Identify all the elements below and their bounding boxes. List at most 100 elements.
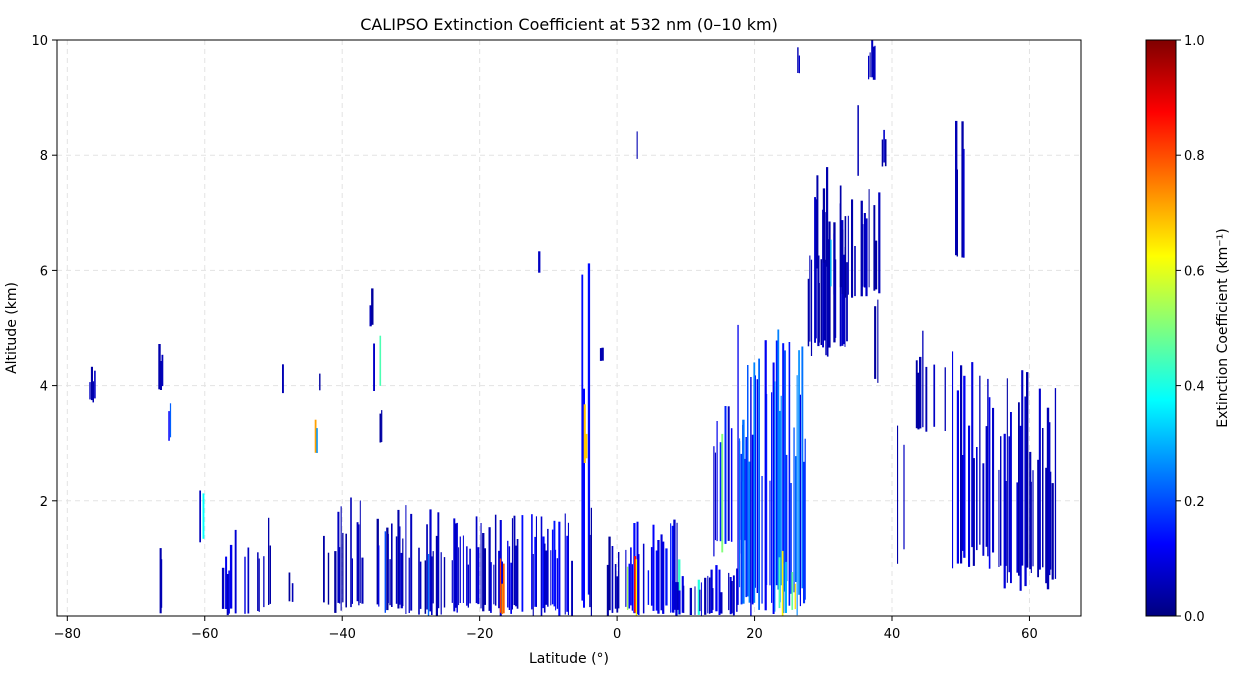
aerosol-cloud-feature	[319, 373, 321, 391]
extinction-profile	[159, 361, 162, 390]
extinction-profile	[543, 543, 546, 613]
extinction-profile	[979, 375, 981, 545]
extinction-profile	[764, 340, 767, 611]
extinction-profile	[807, 278, 810, 347]
extinction-profile	[795, 456, 797, 582]
extinction-profile	[1026, 372, 1029, 568]
extinction-profile	[788, 342, 791, 606]
extinction-profile	[498, 550, 500, 609]
extinction-profile	[263, 556, 265, 608]
aerosol-cloud-feature	[816, 167, 829, 269]
extinction-profile	[628, 563, 631, 609]
extinction-profile	[488, 527, 491, 611]
extinction-profile	[437, 512, 440, 609]
extinction-profile	[226, 574, 229, 616]
extinction-profile	[244, 556, 246, 614]
aerosol-cloud-feature	[373, 335, 382, 391]
extinction-profile	[952, 351, 954, 569]
extinction-profile	[874, 45, 876, 80]
extinction-profile	[699, 589, 701, 612]
extinction-profile	[778, 557, 781, 609]
extinction-data	[89, 40, 1057, 616]
extinction-profile	[724, 406, 727, 544]
extinction-profile	[571, 560, 573, 616]
x-tick-label: −80	[54, 627, 81, 642]
extinction-profile	[631, 564, 633, 611]
extinction-profile	[89, 382, 91, 400]
extinction-profile	[804, 438, 806, 600]
extinction-profile	[1021, 370, 1024, 566]
aerosol-cloud-feature	[89, 366, 96, 403]
x-axis-ticks: −80 −60 −40 −20 0 20 40 60	[54, 616, 1038, 642]
extinction-profile	[728, 572, 730, 611]
extinction-profile	[606, 564, 609, 616]
extinction-profile	[862, 224, 864, 287]
extinction-profile	[466, 546, 468, 606]
extinction-profile	[1019, 425, 1022, 591]
extinction-profile	[881, 139, 884, 167]
extinction-profile	[755, 375, 756, 588]
aerosol-cloud-feature	[159, 548, 163, 614]
extinction-profile	[477, 547, 480, 605]
aerosol-cloud-feature	[1003, 370, 1057, 591]
extinction-profile	[482, 533, 485, 612]
extinction-profile	[535, 516, 537, 607]
extinction-profile	[681, 576, 684, 613]
x-axis-label: Latitude (°)	[529, 651, 609, 667]
aerosol-cloud-feature	[323, 497, 364, 613]
extinction-profile	[515, 545, 518, 607]
extinction-profile	[581, 274, 584, 601]
extinction-profile	[791, 572, 794, 610]
aerosol-cloud-feature	[199, 490, 205, 543]
aerosol-cloud-feature	[606, 536, 620, 616]
extinction-profile	[499, 558, 502, 613]
extinction-profile	[998, 469, 1000, 567]
aerosol-cloud-feature	[952, 351, 1002, 569]
extinction-profile	[618, 552, 620, 609]
extinction-profile	[713, 446, 715, 557]
extinction-profile	[961, 455, 964, 551]
extinction-profile	[716, 421, 718, 542]
extinction-profile	[809, 255, 811, 342]
extinction-profile	[247, 547, 250, 614]
extinction-profile	[868, 55, 870, 80]
y-tick-label: 4	[40, 380, 48, 395]
extinction-profile	[169, 403, 172, 438]
extinction-profile	[1008, 436, 1011, 573]
extinction-profile	[513, 515, 516, 606]
aerosol-cloud-feature	[507, 513, 573, 616]
extinction-profile	[611, 546, 614, 613]
extinction-profile	[933, 364, 936, 427]
extinction-profile	[903, 444, 905, 550]
extinction-profile	[657, 540, 660, 614]
extinction-profile	[742, 419, 745, 604]
extinction-profile	[712, 588, 714, 610]
extinction-profile	[736, 568, 738, 612]
aerosol-cloud-feature	[915, 330, 946, 432]
extinction-profile	[877, 299, 879, 383]
extinction-profile	[1045, 467, 1048, 584]
extinction-profile	[373, 343, 375, 391]
extinction-profile	[395, 536, 398, 604]
aerosol-cloud-feature	[376, 505, 446, 616]
extinction-profile	[635, 559, 638, 616]
extinction-profile	[727, 406, 730, 541]
extinction-profile	[490, 562, 492, 613]
extinction-profile	[771, 392, 773, 603]
extinction-profile	[718, 569, 721, 615]
extinction-profile	[397, 509, 400, 609]
aerosol-cloud-feature	[538, 251, 541, 273]
chart-title: CALIPSO Extinction Coefficient at 532 nm…	[360, 15, 778, 34]
extinction-profile	[161, 354, 164, 387]
extinction-profile	[1005, 481, 1007, 566]
extinction-profile	[359, 500, 361, 603]
extinction-profile	[399, 526, 401, 605]
extinction-profile	[708, 577, 711, 614]
extinction-profile	[636, 521, 639, 615]
extinction-profile	[971, 362, 974, 548]
extinction-profile	[884, 139, 887, 167]
extinction-profile	[874, 306, 877, 379]
extinction-profile	[493, 564, 495, 605]
extinction-profile	[956, 390, 959, 564]
